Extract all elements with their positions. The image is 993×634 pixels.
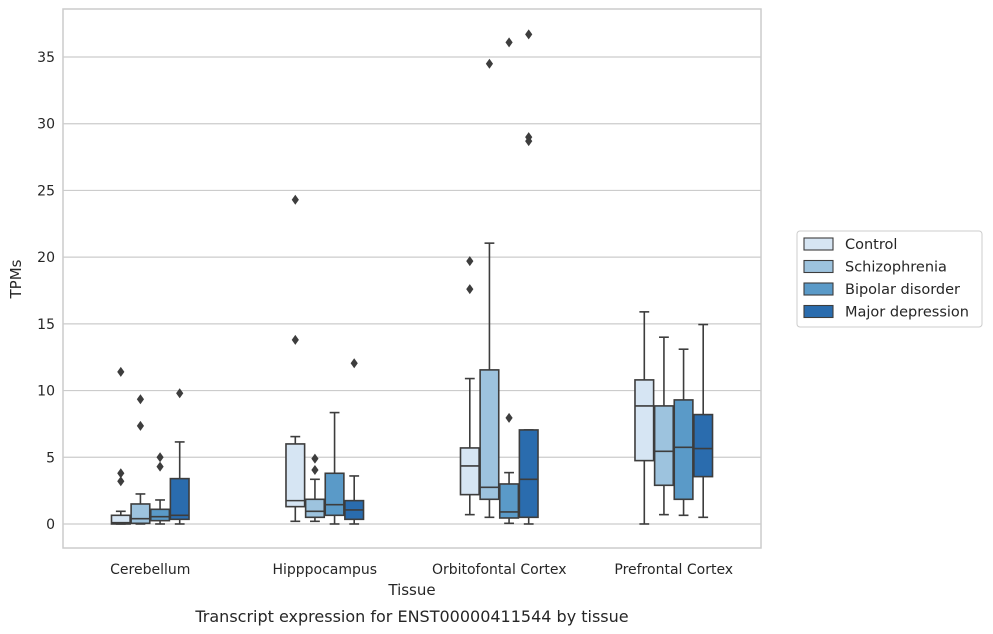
legend-swatch (803, 237, 834, 251)
box-bipolar-disorder (324, 411, 345, 525)
outlier-point (156, 461, 164, 472)
box-body (285, 443, 306, 508)
legend-label: Major depression (845, 305, 969, 321)
box-control (285, 194, 306, 523)
box-body (149, 508, 171, 522)
box-schizophrenia (130, 394, 151, 525)
outlier-point (117, 468, 125, 479)
legend-swatch (803, 282, 834, 296)
box-major-depression (693, 323, 714, 519)
y-tick-label: 25 (37, 183, 55, 199)
box-body (304, 498, 326, 519)
box-bipolar-disorder (498, 37, 520, 525)
box-major-depression (518, 29, 539, 525)
box-schizophrenia (479, 58, 500, 519)
y-tick-label: 35 (37, 50, 55, 66)
outlier-point (311, 464, 319, 475)
outlier-point (136, 394, 145, 405)
boxes-layer (110, 29, 714, 525)
outlier-point (466, 256, 474, 267)
box-body (459, 447, 480, 496)
outlier-point (525, 29, 533, 40)
y-tick-label: 30 (37, 117, 55, 133)
y-axis-label: TPMs (7, 259, 25, 299)
y-tick-label: 10 (37, 384, 55, 400)
outlier-point (350, 358, 358, 369)
outlier-point (485, 58, 494, 69)
outlier-point (291, 334, 299, 345)
box-body (693, 413, 714, 478)
box-schizophrenia (304, 453, 326, 523)
legend-label: Schizophrenia (845, 260, 947, 276)
box-control (634, 311, 655, 525)
x-axis-label: Tissue (387, 581, 435, 599)
outlier-point (466, 284, 474, 295)
box-major-depression (169, 388, 190, 525)
box-bipolar-disorder (149, 452, 171, 525)
box-body (479, 369, 500, 501)
outlier-point (525, 136, 533, 147)
outlier-point (291, 194, 299, 205)
outlier-point (136, 420, 145, 431)
outlier-point (505, 412, 513, 423)
box-body (634, 379, 655, 462)
legend: Control Schizophrenia Bipolar disorder Majo… (796, 230, 983, 328)
y-tick-label: 15 (37, 317, 55, 333)
legend-label: Bipolar disorder (845, 282, 960, 298)
box-body (673, 399, 694, 501)
x-tick-label: Orbitofontal Cortex (432, 562, 567, 578)
box-bipolar-disorder (673, 348, 694, 517)
legend-swatch (803, 304, 834, 319)
x-tick-label: Prefrontal Cortex (614, 562, 733, 578)
box-major-depression (344, 358, 365, 525)
legend-label: Control (845, 237, 897, 253)
legend-frame (796, 230, 983, 328)
outlier-point (117, 366, 125, 377)
outlier-point (156, 452, 164, 463)
box-body (110, 514, 131, 525)
box-body (653, 405, 675, 487)
outlier-point (311, 453, 319, 464)
plot-area-frame (62, 8, 762, 549)
y-tick-labels: 0 5 10 15 20 25 30 35 (37, 50, 55, 533)
box-control (110, 366, 131, 525)
y-tick-label: 20 (37, 250, 55, 266)
box-body (130, 503, 151, 525)
x-tick-label: Cerebellum (110, 562, 190, 578)
x-tick-labels: Cerebellum Hipppocampus Orbitofontal Corte… (110, 562, 733, 578)
box-body (518, 429, 539, 519)
outlier-point (176, 388, 184, 399)
box-body (324, 472, 345, 517)
outlier-point (117, 476, 125, 487)
box-body (498, 483, 520, 519)
y-tick-label: 5 (46, 450, 55, 466)
box-control (459, 256, 480, 516)
y-tick-label: 0 (46, 517, 55, 533)
legend-swatch (803, 259, 834, 274)
chart-caption: Transcript expression for ENST0000041154… (194, 607, 628, 626)
box-schizophrenia (653, 336, 675, 516)
x-tick-label: Hipppocampus (272, 562, 377, 578)
outlier-point (505, 37, 513, 48)
box-body (169, 477, 190, 521)
